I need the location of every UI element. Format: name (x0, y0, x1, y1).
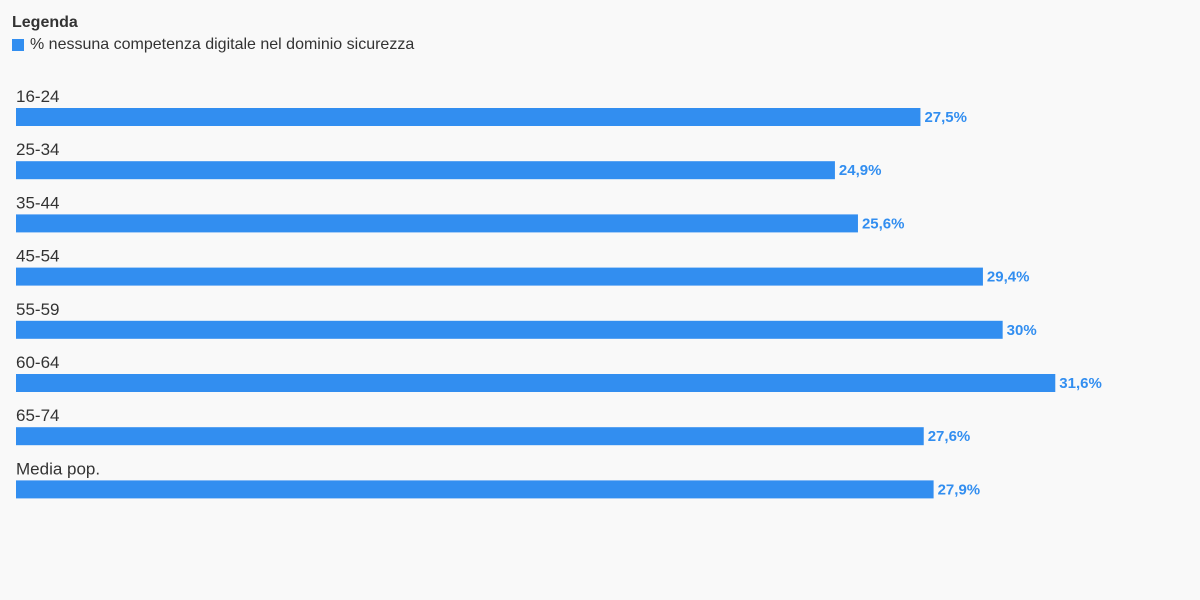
bar[interactable] (16, 320, 1003, 339)
bar[interactable] (16, 374, 1056, 392)
legend-item[interactable]: % nessuna competenza digitale nel domini… (12, 34, 414, 56)
category-label: 60-64 (16, 353, 59, 372)
category-label: 16-24 (16, 87, 59, 106)
data-label: 27,9% (938, 481, 981, 498)
bar[interactable] (16, 108, 921, 126)
data-label: 27,5% (924, 109, 967, 126)
data-label: 30% (1007, 322, 1037, 339)
data-label: 27,6% (928, 428, 971, 445)
category-label: Media pop. (16, 459, 100, 478)
bar[interactable] (16, 267, 983, 286)
legend-swatch (12, 39, 24, 51)
category-label: 45-54 (16, 247, 59, 266)
category-label: 65-74 (16, 406, 59, 425)
bar[interactable] (16, 161, 835, 180)
data-label: 31,6% (1059, 375, 1102, 392)
category-label: 35-44 (16, 193, 59, 212)
category-label: 55-59 (16, 300, 59, 319)
bar[interactable] (16, 427, 924, 446)
category-label: 25-34 (16, 140, 59, 159)
bar[interactable] (16, 480, 934, 499)
data-label: 25,6% (862, 215, 905, 232)
data-label: 29,4% (987, 269, 1030, 286)
legend-item-label: % nessuna competenza digitale nel domini… (30, 36, 415, 53)
legend-title: Legenda (12, 14, 78, 31)
legend: Legenda % nessuna competenza digitale ne… (12, 12, 414, 56)
bar[interactable] (16, 214, 858, 233)
data-label: 24,9% (839, 162, 882, 179)
